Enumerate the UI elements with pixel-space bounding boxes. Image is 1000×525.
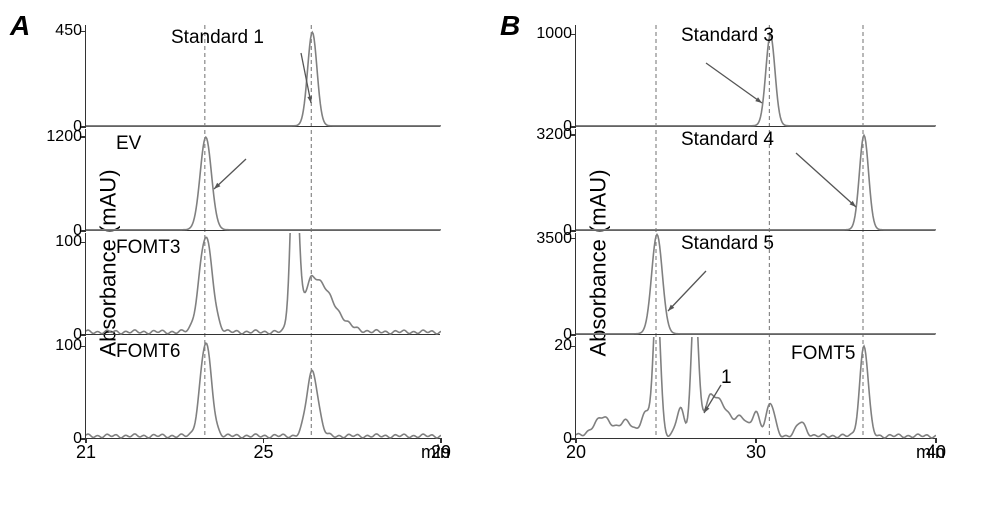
subplot-standard3: 01000Standard 3 xyxy=(575,25,935,127)
plot-label: 1 xyxy=(721,367,732,389)
ytick-label: 1000 xyxy=(536,25,572,43)
subplot-fomt6: 0100FOMT6212529min xyxy=(85,337,440,439)
chromatogram-trace xyxy=(576,337,936,439)
subplot-fomt3: 0100FOMT3 xyxy=(85,233,440,335)
plot-label: FOMT6 xyxy=(116,341,180,363)
ytick-label: 3500 xyxy=(536,230,572,248)
plot-label: EV xyxy=(116,133,141,155)
subplot-ev: 01200EV xyxy=(85,129,440,231)
xtick-label: 20 xyxy=(566,442,586,463)
subplot-standard5: 03500Standard 5 xyxy=(575,233,935,335)
panel-a-plots: 0450Standard 101200EV0100FOMT30100FOMT62… xyxy=(85,25,490,441)
panel-a: A Absorbance (mAU) 0450Standard 101200EV… xyxy=(20,15,490,510)
subplot-standard4: 03200Standard 4 xyxy=(575,129,935,231)
annotation-arrow xyxy=(576,337,936,439)
plot-label: Standard 5 xyxy=(681,233,774,255)
plot-label: FOMT3 xyxy=(116,237,180,259)
subplot-fomt5: 0201FOMT5203040min xyxy=(575,337,935,439)
xtick-label: 30 xyxy=(746,442,766,463)
xtick-label: 21 xyxy=(76,442,96,463)
x-unit-label: min xyxy=(916,442,945,463)
ytick-label: 3200 xyxy=(536,126,572,144)
xtick-label: 25 xyxy=(253,442,273,463)
panel-a-label: A xyxy=(10,10,30,42)
ytick-label: 100 xyxy=(55,233,82,251)
plot-label: Standard 1 xyxy=(171,27,264,49)
ytick-label: 1200 xyxy=(46,128,82,146)
panel-b: B Absorbance (mAU) 01000Standard 303200S… xyxy=(510,15,980,510)
ytick-label: 450 xyxy=(55,22,82,40)
panel-b-label: B xyxy=(500,10,520,42)
panel-b-plots: 01000Standard 303200Standard 403500Stand… xyxy=(575,25,980,441)
plot-label: Standard 3 xyxy=(681,25,774,47)
subplot-standard1: 0450Standard 1 xyxy=(85,25,440,127)
plot-label: Standard 4 xyxy=(681,129,774,151)
ytick-label: 20 xyxy=(554,337,572,355)
ytick-label: 100 xyxy=(55,337,82,355)
plot-label: FOMT5 xyxy=(791,343,855,365)
x-unit-label: min xyxy=(421,442,450,463)
